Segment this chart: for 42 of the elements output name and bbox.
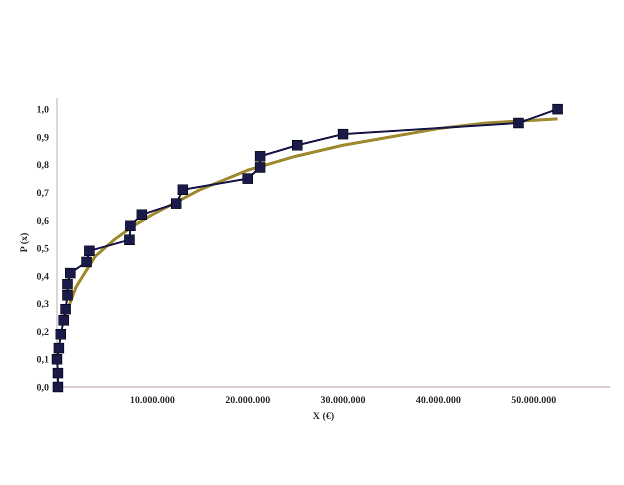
point [52,354,62,364]
point [552,104,563,114]
y-tick-label: 0,4 [36,271,49,282]
y-tick-label: 0,6 [36,216,49,227]
point [81,256,92,268]
y-tick-label: 0,0 [36,382,49,394]
point [254,162,266,173]
point [338,128,348,140]
x-axis-title: X (€) [312,411,334,422]
point [58,315,69,326]
y-tick-label: 0,9 [36,132,49,144]
point [125,220,136,232]
x-tick-label: 20.000.000 [225,395,270,406]
point [65,268,76,278]
y-tick-label: 0,3 [36,299,49,310]
x-tick-label: 50.000.000 [511,395,556,406]
point [124,234,135,245]
point [170,198,182,209]
point [242,173,253,184]
point [52,368,64,378]
point [292,140,303,150]
x-tick-label: 30.000.000 [320,395,366,406]
y-tick-label: 0,2 [36,326,49,338]
point [254,151,266,162]
y-tick-label: 0,1 [36,354,49,366]
point [62,290,73,301]
point [54,342,64,354]
point [136,209,148,220]
point [52,382,64,392]
y-tick-label: 0,8 [36,160,49,172]
y-tick-label: 1,0 [36,104,49,116]
x-tick-label: 10.000.000 [130,395,175,406]
y-axis-title: P (x) [19,232,30,252]
point [178,184,188,195]
x-tick-label: 40.000.000 [416,395,461,406]
point [513,118,524,128]
point [60,304,71,314]
point [56,328,66,340]
y-tick-label: 0,5 [36,244,49,255]
point [84,246,95,256]
point [62,278,73,290]
y-tick-label: 0,7 [36,188,49,199]
